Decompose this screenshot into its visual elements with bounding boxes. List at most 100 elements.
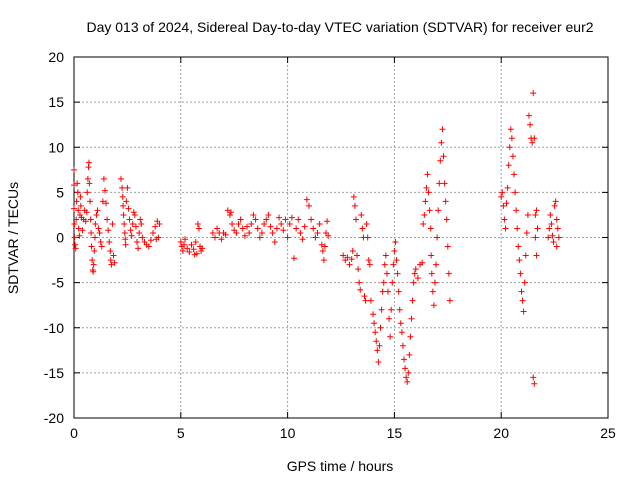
data-point xyxy=(269,229,276,236)
data-point xyxy=(129,220,136,227)
data-point xyxy=(398,329,405,336)
data-point xyxy=(521,279,528,286)
data-point xyxy=(188,241,195,248)
data-point xyxy=(409,297,416,304)
data-point xyxy=(209,229,216,236)
data-point xyxy=(419,259,426,266)
data-point xyxy=(139,234,146,241)
data-point xyxy=(131,211,138,218)
data-point xyxy=(349,248,356,255)
data-point xyxy=(393,257,400,264)
data-point xyxy=(350,193,357,200)
data-point xyxy=(79,227,86,234)
data-point xyxy=(120,211,127,218)
data-point xyxy=(532,234,539,241)
data-point xyxy=(256,234,263,241)
data-point xyxy=(177,239,184,246)
data-point xyxy=(357,286,364,293)
data-point xyxy=(271,239,278,246)
data-point xyxy=(254,225,261,232)
data-point xyxy=(378,306,385,313)
data-point xyxy=(377,324,384,331)
data-point xyxy=(530,90,537,97)
data-point xyxy=(75,207,82,214)
data-point xyxy=(318,241,325,248)
data-point xyxy=(303,196,310,203)
data-point xyxy=(150,229,157,236)
data-point xyxy=(435,207,442,214)
data-point xyxy=(314,229,321,236)
data-point xyxy=(312,234,319,241)
data-point xyxy=(233,229,240,236)
data-point xyxy=(84,175,91,182)
data-point xyxy=(214,225,221,232)
data-point xyxy=(513,207,520,214)
data-point xyxy=(351,202,358,209)
data-point xyxy=(555,234,562,241)
data-point xyxy=(132,223,139,230)
data-point xyxy=(105,227,112,234)
data-point xyxy=(82,218,89,225)
data-point xyxy=(252,216,259,223)
data-point xyxy=(278,220,285,227)
data-point xyxy=(186,248,193,255)
data-point xyxy=(507,126,514,133)
data-point xyxy=(354,252,361,259)
data-point xyxy=(76,232,83,239)
data-point xyxy=(125,205,132,212)
data-point xyxy=(222,231,229,238)
data-point xyxy=(152,223,159,230)
data-point xyxy=(390,261,397,268)
data-point xyxy=(509,153,516,160)
data-point xyxy=(428,270,435,277)
data-point xyxy=(130,209,137,216)
data-point xyxy=(155,234,162,241)
data-point xyxy=(316,220,323,227)
data-point xyxy=(428,252,435,259)
data-point xyxy=(227,209,234,216)
data-point xyxy=(524,211,531,218)
data-point xyxy=(394,270,401,277)
data-point xyxy=(552,198,559,205)
data-point xyxy=(71,182,77,189)
data-point xyxy=(237,216,244,223)
y-tick-label: -5 xyxy=(52,275,65,291)
data-point xyxy=(71,166,77,173)
data-point xyxy=(75,225,82,232)
data-point xyxy=(436,180,443,187)
data-point xyxy=(395,288,402,295)
data-point xyxy=(310,225,317,232)
data-point xyxy=(529,139,536,146)
data-point xyxy=(241,232,248,239)
data-point xyxy=(258,229,265,236)
data-point xyxy=(111,259,118,266)
data-point xyxy=(84,189,91,196)
data-point xyxy=(375,359,382,366)
data-point xyxy=(431,279,438,286)
data-point xyxy=(511,171,518,178)
y-tick-label: -10 xyxy=(44,320,64,336)
data-point xyxy=(421,211,428,218)
y-tick-label: 5 xyxy=(56,184,64,200)
data-point xyxy=(320,257,327,264)
data-point xyxy=(321,243,328,250)
data-point xyxy=(370,311,377,318)
data-point xyxy=(517,270,524,277)
data-point xyxy=(554,225,561,232)
data-point xyxy=(346,261,353,268)
y-tick-label: 10 xyxy=(48,139,64,155)
y-axis-label: SDTVAR / TECUs xyxy=(5,182,21,294)
data-point xyxy=(531,380,538,387)
data-point xyxy=(404,378,411,385)
data-point xyxy=(383,270,390,277)
data-point xyxy=(100,175,107,182)
data-point xyxy=(226,211,233,218)
data-point xyxy=(93,211,100,218)
data-point xyxy=(293,225,300,232)
data-point xyxy=(440,153,447,160)
data-point xyxy=(90,261,97,268)
data-point xyxy=(504,184,511,191)
data-point xyxy=(403,374,410,381)
data-point xyxy=(519,297,526,304)
